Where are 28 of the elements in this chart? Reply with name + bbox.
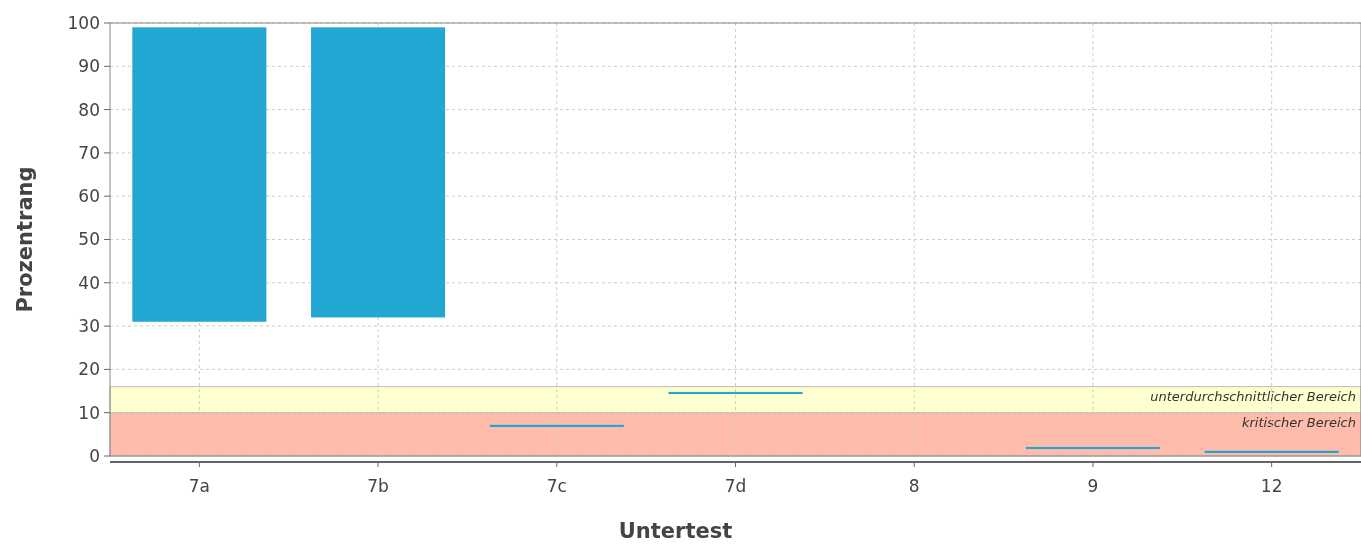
bar — [1025, 446, 1160, 450]
y-tick-label: 10 — [78, 402, 100, 423]
bar — [132, 27, 267, 322]
y-tick-label: 90 — [78, 56, 100, 77]
y-tick-label: 30 — [78, 316, 100, 337]
x-tick-label: 8 — [908, 476, 920, 496]
y-tick-label: 20 — [78, 359, 100, 380]
bar — [489, 424, 624, 427]
y-tick-label: 50 — [78, 229, 100, 250]
y-axis-title: Prozentrang — [13, 166, 37, 313]
band-label: kritischer Bereich — [1241, 414, 1356, 430]
x-axis-title: Untertest — [618, 519, 733, 543]
x-tick-label: 7b — [367, 476, 389, 496]
y-tick-label: 70 — [78, 142, 100, 163]
bar — [311, 27, 446, 318]
y-tick-label: 100 — [67, 12, 100, 33]
x-tick-label: 7d — [724, 476, 747, 496]
bar — [1204, 450, 1339, 453]
y-tick-label: 60 — [78, 186, 100, 207]
x-tick-label: 7c — [546, 476, 567, 496]
y-tick-label: 40 — [78, 272, 100, 293]
y-tick-label: 80 — [78, 99, 100, 120]
band-label: unterdurchschnittlicher Bereich — [1150, 388, 1356, 404]
x-tick-label: 9 — [1087, 476, 1099, 496]
x-tick-label: 7a — [188, 476, 210, 496]
y-tick-label: 0 — [89, 445, 100, 466]
bar — [668, 391, 803, 395]
x-tick-label: 12 — [1260, 476, 1283, 496]
